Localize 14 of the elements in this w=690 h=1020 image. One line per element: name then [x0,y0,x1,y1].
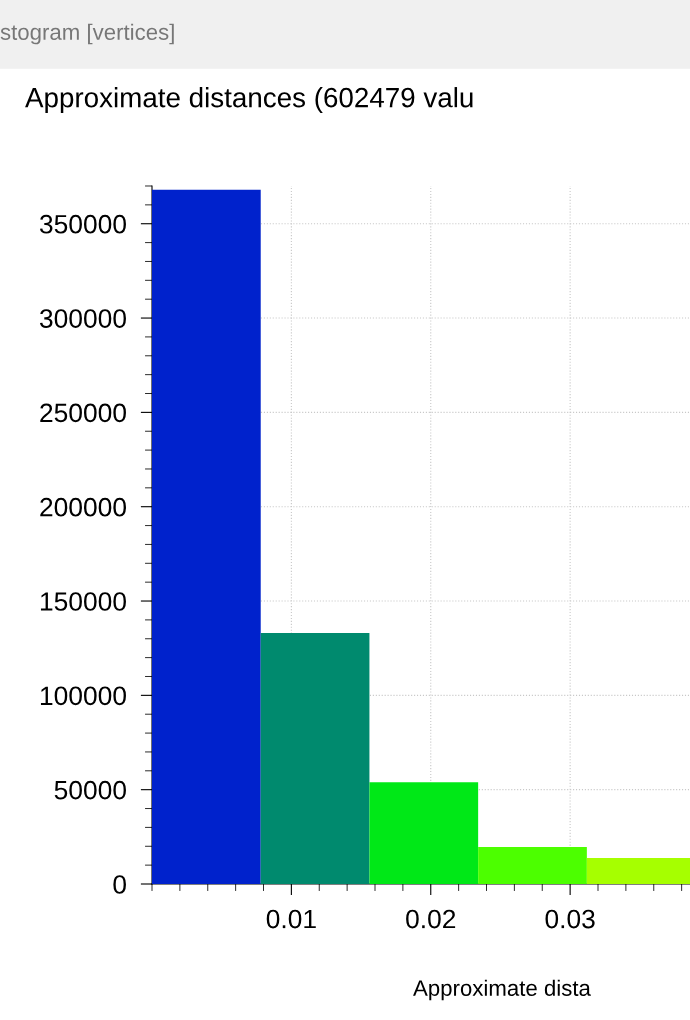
x-tick-label: 0.03 [545,909,595,929]
y-tick-label: 250000 [40,403,126,423]
y-tick-label: 100000 [40,686,126,706]
x-tick-label: 0.02 [406,909,456,929]
y-tick-label: 50000 [54,780,126,800]
x-tick-label: 0.01 [266,909,316,929]
y-tick-label: 300000 [39,309,126,328]
y-tick-label: 200000 [40,497,126,517]
y-tick-label: 150000 [40,592,126,611]
y-tick-label: 350000 [39,214,126,234]
y-tick-label: 0 [113,875,126,894]
chart-title: Approximate distances (602479 valu [25,87,473,113]
x-axis-title: Approximate dista [413,979,591,1001]
text: stogram [vertices] [0,23,174,45]
